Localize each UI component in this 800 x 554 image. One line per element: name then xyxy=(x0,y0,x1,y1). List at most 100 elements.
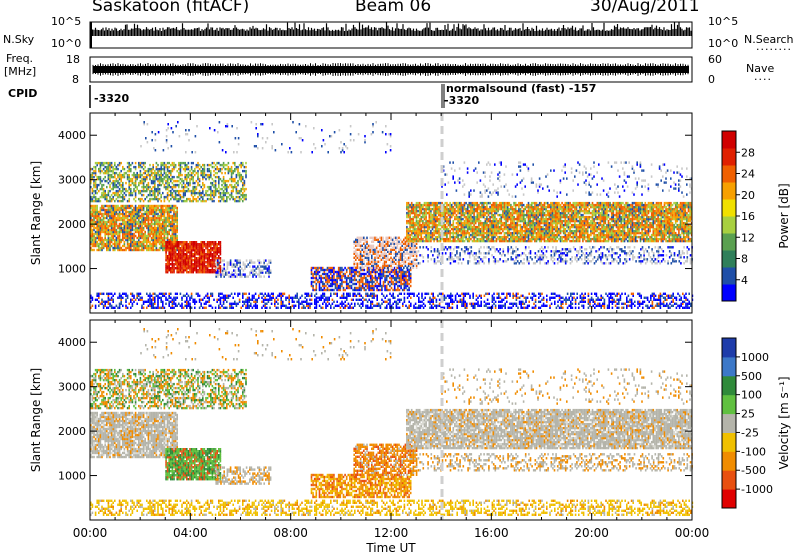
echo-cell xyxy=(168,232,170,236)
echo-cell xyxy=(93,248,95,252)
echo-cell xyxy=(154,197,156,201)
echo-cell xyxy=(436,225,439,229)
echo-cell xyxy=(407,239,410,243)
echo-cell xyxy=(171,253,174,256)
echo-cell xyxy=(187,161,190,165)
echo-cell xyxy=(197,181,199,185)
echo-cell xyxy=(375,256,378,259)
echo-cell xyxy=(360,274,362,278)
echo-cell xyxy=(147,199,150,203)
echo-cell xyxy=(481,235,483,239)
echo-cell xyxy=(213,243,215,246)
echo-cell xyxy=(361,276,364,280)
echo-cell xyxy=(163,185,166,189)
echo-cell xyxy=(454,215,456,219)
echo-cell xyxy=(454,211,456,215)
echo-cell xyxy=(176,257,178,260)
echo-cell xyxy=(494,215,496,219)
echo-cell xyxy=(208,265,210,268)
echo-cell xyxy=(423,201,426,205)
echo-cell xyxy=(428,203,431,207)
echo-cell xyxy=(134,191,137,195)
echo-cell xyxy=(243,197,246,201)
echo-cell xyxy=(431,233,434,237)
echo-cell xyxy=(194,173,196,177)
echo-cell xyxy=(417,205,419,209)
echo-cell xyxy=(506,231,509,235)
echo-cell xyxy=(168,210,170,214)
echo-cell xyxy=(166,243,169,246)
echo-cell xyxy=(195,179,198,183)
echo-cell xyxy=(476,217,479,221)
echo-cell xyxy=(146,175,148,179)
echo-cell xyxy=(466,223,469,227)
echo-cell xyxy=(138,232,140,236)
echo-cell xyxy=(329,288,332,292)
echo-cell xyxy=(198,249,201,252)
echo-cell xyxy=(162,208,164,212)
echo-cell xyxy=(134,195,137,199)
echo-cell xyxy=(214,181,217,185)
echo-cell xyxy=(158,228,161,232)
echo-cell xyxy=(146,177,148,181)
echo-cell xyxy=(494,209,496,213)
echo-cell xyxy=(123,232,126,236)
echo-cell xyxy=(489,209,491,213)
echo-cell xyxy=(406,280,409,284)
echo-cell xyxy=(503,203,506,207)
echo-cell xyxy=(178,249,180,252)
echo-cell xyxy=(189,177,191,181)
echo-cell xyxy=(106,240,108,244)
echo-cell xyxy=(268,273,270,276)
echo-cell xyxy=(178,183,180,187)
echo-cell xyxy=(478,205,480,209)
echo-cell xyxy=(398,256,400,259)
echo-cell xyxy=(219,169,222,173)
echo-cell xyxy=(176,169,178,173)
echo-cell xyxy=(205,269,207,272)
echo-cell xyxy=(418,221,421,225)
echo-cell xyxy=(130,242,132,246)
echo-cell xyxy=(396,240,399,243)
echo-cell xyxy=(146,212,148,216)
echo-cell xyxy=(101,218,103,222)
echo-cell xyxy=(500,201,503,205)
echo-cell xyxy=(139,197,142,201)
echo-cell xyxy=(99,212,102,216)
echo-cell xyxy=(190,165,193,169)
echo-cell xyxy=(115,212,118,216)
echo-cell xyxy=(134,165,137,169)
echo-cell xyxy=(158,234,161,238)
echo-cell xyxy=(381,272,383,276)
echo-cell xyxy=(160,218,162,222)
echo-cell xyxy=(460,209,463,213)
echo-cell xyxy=(371,264,373,267)
echo-cell xyxy=(388,250,391,253)
echo-cell xyxy=(230,167,233,171)
echo-cell xyxy=(98,228,100,232)
echo-cell xyxy=(417,235,419,239)
echo-cell xyxy=(104,224,106,228)
echo-cell xyxy=(160,169,162,173)
echo-cell xyxy=(237,165,239,169)
echo-cell xyxy=(134,173,137,177)
echo-cell xyxy=(130,206,132,210)
echo-cell xyxy=(126,161,129,165)
echo-cell xyxy=(339,276,342,280)
echo-cell xyxy=(173,249,175,252)
echo-cell xyxy=(203,193,206,197)
echo-cell xyxy=(462,203,464,207)
echo-cell xyxy=(104,189,106,193)
echo-cell xyxy=(134,161,137,165)
echo-cell xyxy=(139,220,142,224)
echo-cell xyxy=(114,199,116,203)
echo-cell xyxy=(123,208,126,212)
echo-cell xyxy=(372,246,375,249)
echo-cell xyxy=(179,241,182,244)
echo-cell xyxy=(214,167,217,171)
echo-cell xyxy=(152,214,154,218)
echo-cell xyxy=(152,189,154,193)
echo-cell xyxy=(118,230,121,234)
echo-cell xyxy=(506,223,509,227)
echo-cell xyxy=(418,227,421,231)
